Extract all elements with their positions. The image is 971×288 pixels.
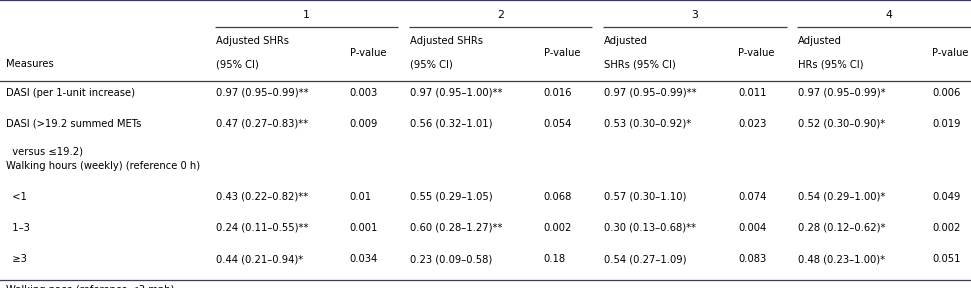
Text: (95% CI): (95% CI) (410, 59, 452, 69)
Text: 0.003: 0.003 (350, 88, 378, 98)
Text: 0.43 (0.22–0.82)**: 0.43 (0.22–0.82)** (216, 192, 308, 202)
Text: 0.55 (0.29–1.05): 0.55 (0.29–1.05) (410, 192, 492, 202)
Text: <1: <1 (6, 192, 26, 202)
Text: 0.56 (0.32–1.01): 0.56 (0.32–1.01) (410, 119, 492, 129)
Text: 0.068: 0.068 (544, 192, 572, 202)
Text: ≥3: ≥3 (6, 254, 26, 264)
Text: DASI (>19.2 summed METs: DASI (>19.2 summed METs (6, 119, 141, 129)
Text: 0.28 (0.12–0.62)*: 0.28 (0.12–0.62)* (798, 223, 886, 233)
Text: 0.011: 0.011 (738, 88, 766, 98)
Text: 0.051: 0.051 (932, 254, 960, 264)
Text: DASI (per 1-unit increase): DASI (per 1-unit increase) (6, 88, 135, 98)
Text: P-value: P-value (544, 48, 581, 58)
Text: 0.004: 0.004 (738, 223, 766, 233)
Text: 0.57 (0.30–1.10): 0.57 (0.30–1.10) (604, 192, 686, 202)
Text: 0.083: 0.083 (738, 254, 766, 264)
Text: 0.001: 0.001 (350, 223, 378, 233)
Text: 0.97 (0.95–0.99)*: 0.97 (0.95–0.99)* (798, 88, 886, 98)
Text: 0.002: 0.002 (932, 223, 960, 233)
Text: 0.006: 0.006 (932, 88, 960, 98)
Text: 0.53 (0.30–0.92)*: 0.53 (0.30–0.92)* (604, 119, 691, 129)
Text: (95% CI): (95% CI) (216, 59, 258, 69)
Text: Adjusted: Adjusted (604, 36, 648, 46)
Text: 0.023: 0.023 (738, 119, 766, 129)
Text: 0.23 (0.09–0.58): 0.23 (0.09–0.58) (410, 254, 492, 264)
Text: Measures: Measures (6, 59, 53, 69)
Text: 0.97 (0.95–0.99)**: 0.97 (0.95–0.99)** (604, 88, 696, 98)
Text: 4: 4 (886, 10, 892, 20)
Text: Walking pace (reference <3 mph): Walking pace (reference <3 mph) (6, 285, 174, 288)
Text: P-value: P-value (350, 48, 386, 58)
Text: 0.24 (0.11–0.55)**: 0.24 (0.11–0.55)** (216, 223, 308, 233)
Text: 0.54 (0.29–1.00)*: 0.54 (0.29–1.00)* (798, 192, 886, 202)
Text: 0.01: 0.01 (350, 192, 372, 202)
Text: 0.074: 0.074 (738, 192, 766, 202)
Text: HRs (95% CI): HRs (95% CI) (798, 59, 863, 69)
Text: 2: 2 (497, 10, 504, 20)
Text: 0.44 (0.21–0.94)*: 0.44 (0.21–0.94)* (216, 254, 303, 264)
Text: Adjusted: Adjusted (798, 36, 842, 46)
Text: 3: 3 (691, 10, 698, 20)
Text: 0.049: 0.049 (932, 192, 960, 202)
Text: Adjusted SHRs: Adjusted SHRs (216, 36, 288, 46)
Text: 0.30 (0.13–0.68)**: 0.30 (0.13–0.68)** (604, 223, 696, 233)
Text: 0.97 (0.95–1.00)**: 0.97 (0.95–1.00)** (410, 88, 502, 98)
Text: 0.47 (0.27–0.83)**: 0.47 (0.27–0.83)** (216, 119, 308, 129)
Text: versus ≤19.2): versus ≤19.2) (6, 146, 83, 156)
Text: 0.016: 0.016 (544, 88, 572, 98)
Text: 0.054: 0.054 (544, 119, 572, 129)
Text: 0.002: 0.002 (544, 223, 572, 233)
Text: 0.019: 0.019 (932, 119, 960, 129)
Text: 0.48 (0.23–1.00)*: 0.48 (0.23–1.00)* (798, 254, 886, 264)
Text: 0.034: 0.034 (350, 254, 378, 264)
Text: 0.52 (0.30–0.90)*: 0.52 (0.30–0.90)* (798, 119, 886, 129)
Text: 0.18: 0.18 (544, 254, 566, 264)
Text: 0.60 (0.28–1.27)**: 0.60 (0.28–1.27)** (410, 223, 502, 233)
Text: 0.009: 0.009 (350, 119, 378, 129)
Text: P-value: P-value (932, 48, 969, 58)
Text: P-value: P-value (738, 48, 775, 58)
Text: Adjusted SHRs: Adjusted SHRs (410, 36, 483, 46)
Text: 1–3: 1–3 (6, 223, 30, 233)
Text: 0.54 (0.27–1.09): 0.54 (0.27–1.09) (604, 254, 686, 264)
Text: SHRs (95% CI): SHRs (95% CI) (604, 59, 676, 69)
Text: 0.97 (0.95–0.99)**: 0.97 (0.95–0.99)** (216, 88, 308, 98)
Text: Walking hours (weekly) (reference 0 h): Walking hours (weekly) (reference 0 h) (6, 161, 200, 171)
Text: 1: 1 (303, 10, 310, 20)
